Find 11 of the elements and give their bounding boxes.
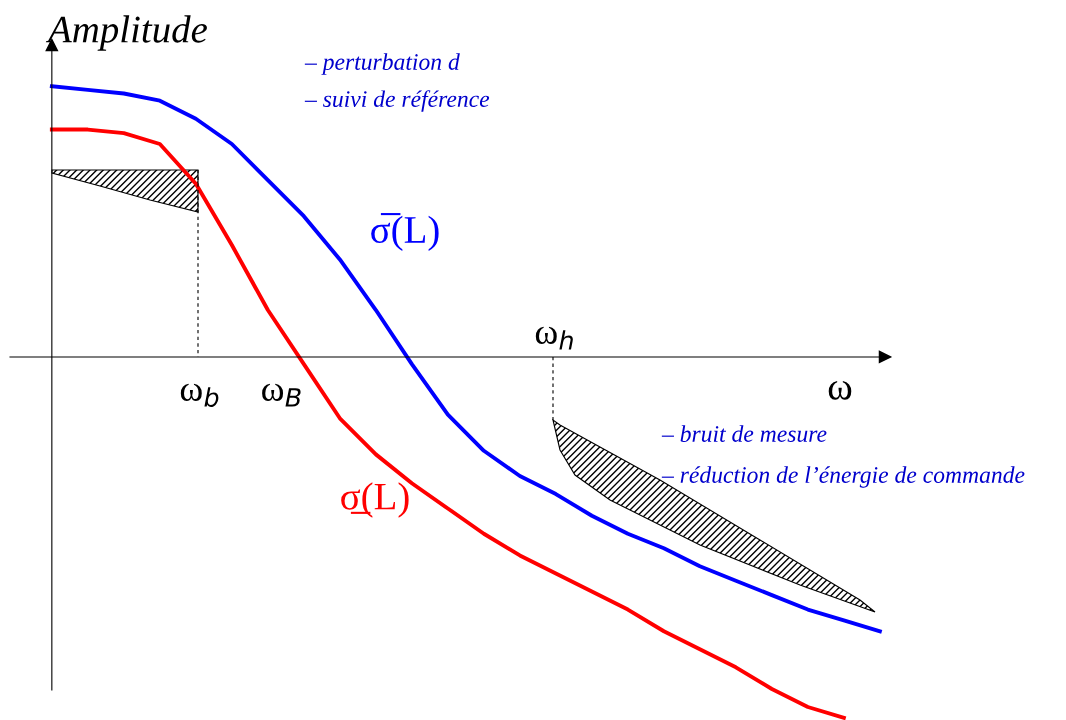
- annotation: ω$_{B}$: [262, 383, 301, 407]
- annotation: – suivi de référence: [304, 90, 490, 112]
- y-axis-title: Amplitude: [45, 15, 207, 51]
- annotation: – réduction de l’énergie de commande: [661, 466, 1025, 488]
- x-axis-title: ω: [828, 381, 852, 400]
- text: – perturbation d: [304, 53, 460, 75]
- annotation: ω$_{b}$: [180, 383, 219, 407]
- series-label: σ̅(L): [371, 213, 439, 251]
- annotation: – bruit de mesure: [661, 425, 827, 442]
- annotation: ω$_{h}$: [535, 326, 573, 350]
- series-label: σ̲(L): [341, 482, 409, 518]
